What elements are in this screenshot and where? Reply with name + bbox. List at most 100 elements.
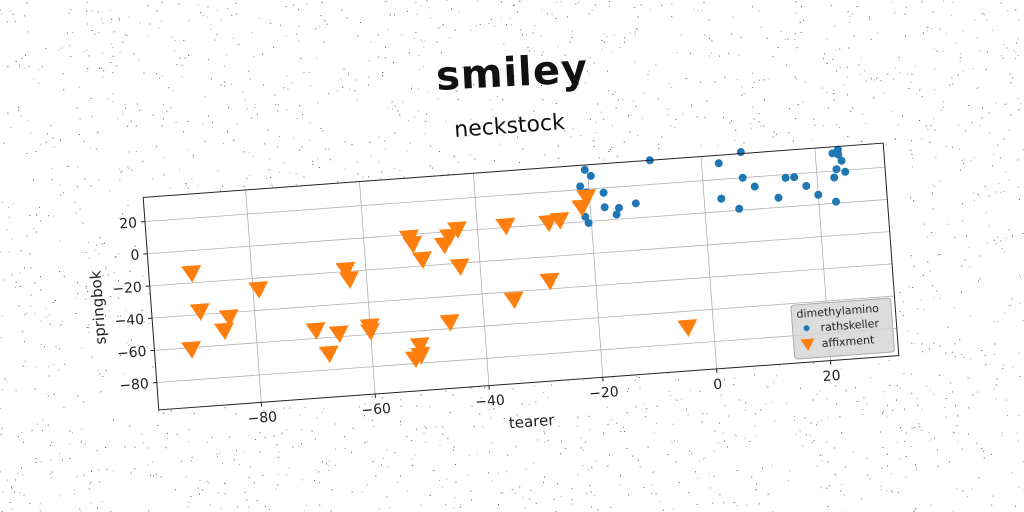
noise-speck: [588, 13, 590, 15]
noise-speck: [709, 37, 710, 39]
noise-speck: [88, 100, 90, 101]
noise-speck: [77, 395, 79, 397]
noise-speck: [411, 85, 413, 87]
noise-speck: [952, 83, 954, 85]
noise-speck: [331, 489, 333, 491]
noise-speck: [470, 30, 472, 32]
noise-speck: [503, 418, 505, 419]
y-tick-label: −80: [119, 376, 150, 394]
noise-speck: [1015, 505, 1017, 507]
noise-speck: [296, 118, 298, 119]
noise-speck: [146, 447, 148, 449]
noise-speck: [2, 279, 4, 281]
noise-speck: [323, 19, 325, 21]
noise-speck: [766, 37, 768, 39]
noise-speck: [440, 52, 442, 54]
noise-speck: [933, 88, 935, 90]
noise-speck: [188, 55, 190, 56]
noise-speck: [15, 479, 17, 481]
noise-speck: [519, 0, 521, 2]
noise-speck: [6, 21, 8, 23]
noise-speck: [40, 320, 42, 322]
noise-speck: [274, 94, 276, 96]
noise-speck: [961, 160, 963, 162]
noise-speck: [658, 148, 660, 150]
noise-speck: [118, 279, 119, 281]
noise-speck: [646, 408, 648, 410]
noise-speck: [958, 124, 960, 126]
noise-speck: [978, 477, 980, 479]
noise-speck: [754, 425, 756, 427]
noise-speck: [110, 22, 112, 24]
noise-speck: [77, 293, 79, 295]
noise-speck: [160, 20, 162, 22]
noise-speck: [962, 203, 964, 205]
noise-speck: [19, 286, 21, 287]
noise-speck: [371, 419, 373, 421]
noise-speck: [85, 286, 87, 287]
noise-speck: [983, 14, 985, 15]
noise-speck: [628, 494, 630, 496]
noise-speck: [723, 502, 725, 504]
noise-speck: [832, 58, 834, 60]
noise-speck: [100, 391, 102, 393]
noise-speck: [901, 429, 903, 431]
noise-speck: [151, 178, 153, 180]
noise-speck: [1009, 305, 1011, 307]
noise-speck: [21, 467, 22, 469]
noise-speck: [174, 40, 176, 41]
noise-speck: [119, 180, 121, 182]
noise-speck: [407, 490, 409, 492]
noise-speck: [204, 140, 206, 142]
noise-speck: [400, 399, 402, 401]
noise-speck: [797, 103, 799, 105]
noise-speck: [651, 493, 653, 494]
noise-speck: [812, 399, 814, 401]
noise-speck: [929, 439, 931, 441]
noise-speck: [351, 144, 353, 146]
noise-speck: [545, 65, 547, 67]
noise-speck: [446, 66, 448, 68]
noise-speck: [693, 8, 695, 10]
noise-speck: [148, 322, 150, 324]
noise-speck: [40, 220, 42, 222]
noise-speck: [886, 453, 888, 455]
noise-speck: [24, 314, 26, 316]
noise-speck: [959, 61, 961, 62]
noise-speck: [81, 428, 83, 430]
noise-speck: [722, 432, 724, 434]
noise-speck: [21, 432, 23, 434]
noise-speck: [1015, 58, 1016, 60]
noise-speck: [112, 72, 114, 74]
noise-speck: [76, 186, 78, 188]
noise-speck: [616, 155, 618, 157]
noise-speck: [236, 13, 238, 15]
noise-speck: [959, 148, 960, 150]
noise-speck: [913, 265, 915, 267]
noise-speck: [908, 286, 910, 288]
noise-speck: [316, 57, 318, 59]
rathskeller-point: [790, 173, 799, 182]
affixment-point: [248, 281, 269, 299]
noise-speck: [451, 8, 452, 10]
noise-speck: [614, 91, 616, 93]
noise-speck: [977, 87, 979, 89]
noise-speck: [578, 1, 580, 3]
noise-speck: [496, 96, 498, 98]
noise-speck: [14, 491, 16, 493]
noise-speck: [165, 447, 167, 449]
noise-speck: [588, 415, 590, 417]
noise-speck: [33, 78, 34, 80]
noise-speck: [99, 481, 101, 483]
noise-speck: [1011, 298, 1013, 300]
noise-speck: [522, 148, 524, 150]
noise-speck: [105, 268, 107, 270]
noise-speck: [951, 351, 953, 353]
noise-speck: [211, 436, 213, 438]
noise-speck: [943, 101, 945, 103]
noise-speck: [175, 121, 177, 123]
noise-speck: [772, 136, 774, 138]
noise-speck: [688, 492, 690, 493]
noise-speck: [728, 52, 730, 54]
noise-speck: [104, 242, 105, 244]
